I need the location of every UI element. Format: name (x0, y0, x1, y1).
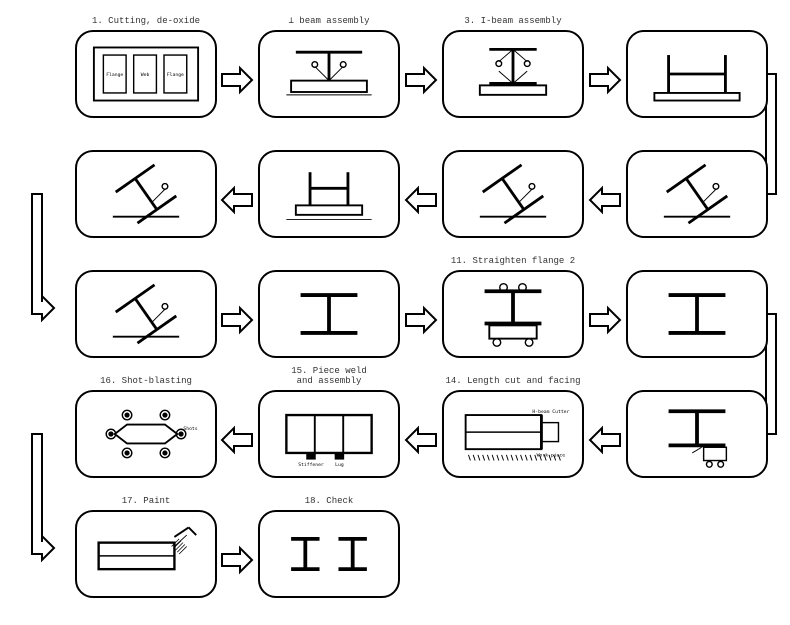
step-box-18 (258, 510, 400, 598)
step-box-8 (75, 150, 217, 238)
step-graphic-16: Shots (83, 398, 209, 470)
step-label-18: 18. Check (258, 496, 400, 506)
step-graphic-4 (634, 38, 760, 110)
step-box-10 (258, 270, 400, 358)
step-graphic-17 (83, 518, 209, 590)
step-label-15: 15. Piece weld and assembly (258, 366, 400, 386)
svg-text:H-beam Cutter: H-beam Cutter (532, 409, 569, 415)
step-graphic-11 (450, 278, 576, 350)
step-label-17: 17. Paint (75, 496, 217, 506)
svg-text:Web: Web (141, 72, 150, 78)
process-flow-diagram: 1. Cutting, de-oxide Flange Web Flange ⊥ bea… (0, 0, 790, 625)
step-graphic-14: H-beam CutterWork-piece (450, 398, 576, 470)
step-label-1: 1. Cutting, de-oxide (75, 16, 217, 26)
step-graphic-9 (83, 278, 209, 350)
svg-text:Lug: Lug (335, 462, 344, 468)
step-graphic-3 (450, 38, 576, 110)
step-label-11: 11. Straighten flange 2 (442, 256, 584, 266)
step-label-14: 14. Length cut and facing (442, 376, 584, 386)
step-graphic-15: Stiffener Lug (266, 398, 392, 470)
step-label-3: 3. I-beam assembly (442, 16, 584, 26)
step-graphic-10 (266, 278, 392, 350)
step-box-1: Flange Web Flange (75, 30, 217, 118)
step-graphic-7 (266, 158, 392, 230)
step-box-14: H-beam CutterWork-piece (442, 390, 584, 478)
step-box-2 (258, 30, 400, 118)
step-graphic-13 (634, 398, 760, 470)
step-graphic-8 (83, 158, 209, 230)
step-graphic-5 (634, 158, 760, 230)
step-graphic-6 (450, 158, 576, 230)
step-graphic-12 (634, 278, 760, 350)
step-box-16: Shots (75, 390, 217, 478)
step-box-12 (626, 270, 768, 358)
svg-text:Shots: Shots (183, 426, 197, 432)
svg-text:Flange: Flange (167, 72, 184, 78)
svg-text:Flange: Flange (106, 72, 123, 78)
step-graphic-1: Flange Web Flange (83, 38, 209, 110)
step-graphic-2 (266, 38, 392, 110)
step-graphic-18 (266, 518, 392, 590)
step-box-6 (442, 150, 584, 238)
step-label-16: 16. Shot-blasting (75, 376, 217, 386)
step-box-3 (442, 30, 584, 118)
svg-text:Stiffener: Stiffener (298, 462, 324, 468)
step-box-13 (626, 390, 768, 478)
step-box-11 (442, 270, 584, 358)
step-box-7 (258, 150, 400, 238)
step-label-2: ⊥ beam assembly (258, 16, 400, 26)
step-box-9 (75, 270, 217, 358)
step-box-15: Stiffener Lug (258, 390, 400, 478)
step-box-4 (626, 30, 768, 118)
step-box-5 (626, 150, 768, 238)
step-box-17 (75, 510, 217, 598)
